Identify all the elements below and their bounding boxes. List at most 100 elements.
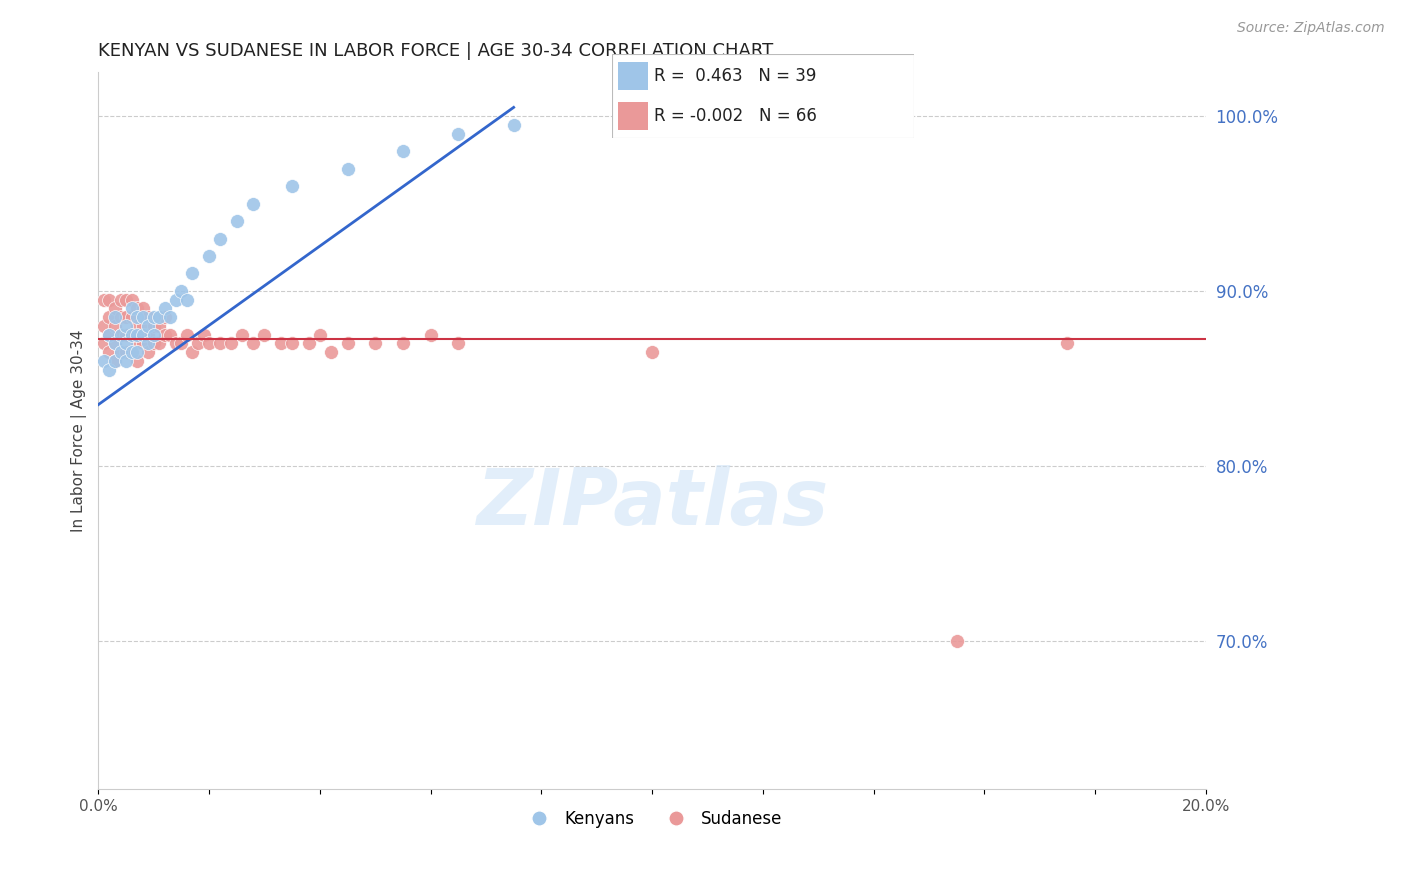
Bar [617,102,648,130]
Point [336,336,359,351]
Y-axis label: In Labor Force | Age 30-34: In Labor Force | Age 30-34 [72,329,87,532]
Point [419,327,441,342]
Point [159,310,181,325]
Point [142,310,165,325]
Point [281,179,304,194]
Point [945,633,967,648]
Point [193,327,215,342]
Point [110,327,132,342]
Point [104,301,127,316]
Point [131,318,153,333]
Point [110,345,132,359]
Point [127,318,149,333]
Point [131,336,153,351]
Point [115,345,138,359]
Point [98,327,121,342]
Point [110,345,132,359]
Point [121,301,143,316]
Point [98,310,121,325]
Point [142,336,165,351]
Point [136,345,159,359]
Point [281,336,304,351]
Point [502,118,524,132]
Legend: Kenyans, Sudanese: Kenyans, Sudanese [516,804,789,835]
Point [159,327,181,342]
Point [104,354,127,368]
Point [121,345,143,359]
Point [93,318,115,333]
Point [115,318,138,333]
Point [153,301,176,316]
Point [131,301,153,316]
Point [104,354,127,368]
Point [121,327,143,342]
Point [127,354,149,368]
Point [336,161,359,176]
Point [392,144,415,158]
Text: Source: ZipAtlas.com: Source: ZipAtlas.com [1237,21,1385,35]
Point [121,327,143,342]
Text: KENYAN VS SUDANESE IN LABOR FORCE | AGE 30-34 CORRELATION CHART: KENYAN VS SUDANESE IN LABOR FORCE | AGE … [98,42,773,60]
Point [153,327,176,342]
Point [308,327,330,342]
Point [209,231,232,245]
Point [104,354,127,368]
Point [115,354,138,368]
Point [181,345,204,359]
Text: R = -0.002   N = 66: R = -0.002 N = 66 [654,107,817,125]
Point [176,293,198,307]
Point [110,293,132,307]
Point [153,310,176,325]
Point [209,336,232,351]
Point [93,354,115,368]
Point [298,336,321,351]
Point [225,214,247,228]
Point [231,327,253,342]
Point [131,327,153,342]
Point [127,327,149,342]
Text: R =  0.463   N = 39: R = 0.463 N = 39 [654,67,817,85]
Point [136,318,159,333]
Point [93,293,115,307]
Point [104,336,127,351]
Point [115,310,138,325]
Point [447,127,470,141]
Point [98,362,121,376]
Point [127,310,149,325]
Point [170,336,193,351]
Point [127,301,149,316]
Point [115,293,138,307]
Point [165,293,187,307]
Point [392,336,415,351]
Point [136,310,159,325]
Point [136,336,159,351]
Point [98,293,121,307]
Point [131,310,153,325]
Point [148,336,170,351]
Point [198,249,221,263]
Point [187,336,209,351]
Point [142,327,165,342]
Point [148,310,170,325]
Point [121,310,143,325]
Point [104,336,127,351]
Point [1056,336,1078,351]
Point [148,318,170,333]
Point [181,267,204,281]
Point [93,336,115,351]
Point [242,336,264,351]
Point [121,345,143,359]
Point [104,318,127,333]
Point [447,336,470,351]
Point [364,336,387,351]
Point [127,345,149,359]
Point [136,327,159,342]
Point [110,327,132,342]
Point [98,327,121,342]
Point [170,284,193,298]
Point [242,196,264,211]
Point [121,293,143,307]
Point [127,336,149,351]
Text: ZIPatlas: ZIPatlas [477,465,828,541]
Point [176,327,198,342]
